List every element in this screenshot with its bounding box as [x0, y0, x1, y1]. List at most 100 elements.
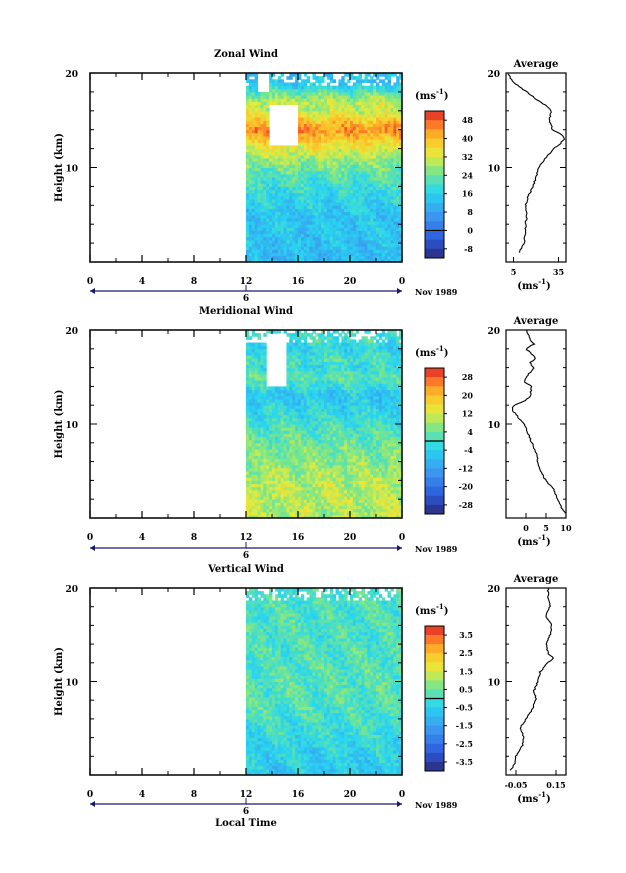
- heatmap-cell: [344, 514, 348, 519]
- heatmap-cell: [364, 208, 368, 213]
- heatmap-cell: [312, 176, 316, 181]
- heatmap-cell: [324, 252, 328, 257]
- heatmap-cell: [300, 107, 305, 112]
- heatmap-cell: [341, 199, 345, 203]
- heatmap-cell: [341, 227, 345, 231]
- heatmap-cell: [283, 486, 287, 491]
- heatmap-cell: [373, 252, 377, 257]
- heatmap-cell: [358, 98, 363, 102]
- heatmap-cell: [277, 151, 282, 156]
- heatmap-cell: [263, 477, 267, 481]
- heatmap-cell: [350, 113, 354, 118]
- heatmap-cell: [373, 104, 377, 109]
- heatmap-cell: [251, 255, 256, 260]
- heatmap-cell: [332, 214, 337, 219]
- heatmap-cell: [263, 455, 267, 459]
- heatmap-cell: [280, 211, 285, 216]
- heatmap-cell: [396, 195, 400, 200]
- heatmap-cell: [318, 129, 322, 134]
- heatmap-cell: [341, 117, 345, 121]
- heatmap-cell: [312, 195, 316, 200]
- heatmap-cell: [376, 208, 380, 213]
- heatmap-cell: [326, 471, 331, 475]
- heatmap-cell: [390, 243, 394, 247]
- heatmap-cell: [272, 189, 276, 194]
- heatmap-cell: [312, 252, 316, 257]
- heatmap-cell: [298, 236, 302, 241]
- heatmap-cell: [295, 76, 299, 80]
- heatmap-cell: [384, 76, 389, 80]
- heatmap-cell: [381, 424, 386, 428]
- heatmap-cell: [266, 458, 270, 463]
- heatmap-cell: [283, 414, 287, 419]
- heatmap-cell: [358, 73, 363, 77]
- heatmap-cell: [309, 195, 313, 200]
- heatmap-cell: [326, 233, 331, 238]
- heatmap-cell: [399, 148, 403, 153]
- heatmap-cell: [350, 467, 354, 472]
- heatmap-cell: [274, 88, 279, 93]
- heatmap-cell: [260, 173, 264, 178]
- heatmap-cell: [376, 442, 380, 447]
- heatmap-cell: [303, 246, 308, 250]
- heatmap-cell: [361, 145, 365, 150]
- heatmap-cell: [303, 195, 308, 200]
- heatmap-cell: [274, 85, 279, 90]
- heatmap-cell: [370, 255, 374, 260]
- heatmap-cell: [399, 505, 403, 510]
- heatmap-cell: [352, 76, 357, 80]
- heatmap-cell: [396, 189, 400, 194]
- heatmap-cell: [387, 442, 391, 447]
- heatmap-cell: [344, 471, 348, 475]
- heatmap-cell: [344, 95, 348, 99]
- heatmap-cell: [381, 227, 386, 231]
- heatmap-cell: [289, 511, 293, 516]
- heatmap-cell: [378, 436, 383, 441]
- heatmap-cell: [358, 95, 363, 99]
- heatmap-cell: [318, 101, 322, 105]
- heatmap-cell: [326, 449, 331, 453]
- heatmap-cell: [350, 424, 354, 428]
- heatmap-cell: [303, 113, 308, 118]
- heatmap-cell: [309, 508, 313, 513]
- heatmap-cell: [274, 189, 279, 194]
- heatmap-cell: [390, 211, 394, 216]
- heatmap-cell: [358, 136, 363, 140]
- heatmap-cell: [266, 113, 270, 118]
- heatmap-cell: [332, 136, 337, 140]
- heatmap-cell: [378, 424, 383, 428]
- heatmap-cell: [300, 205, 305, 209]
- heatmap-cell: [300, 227, 305, 231]
- heatmap-cell: [347, 186, 351, 191]
- heatmap-cell: [324, 255, 328, 260]
- heatmap-cell: [318, 104, 322, 109]
- heatmap-cell: [257, 499, 261, 503]
- heatmap-cell: [335, 227, 339, 231]
- heatmap-cell: [373, 195, 377, 200]
- heatmap-cell: [393, 154, 397, 159]
- heatmap-cell: [251, 427, 256, 431]
- heatmap-cell: [329, 499, 334, 503]
- heatmap-cell: [272, 243, 276, 247]
- heatmap-cell: [326, 230, 331, 235]
- heatmap-cell: [246, 208, 250, 213]
- heatmap-cell: [376, 424, 380, 428]
- heatmap-cell: [248, 411, 253, 416]
- heatmap-cell: [283, 258, 287, 263]
- heatmap-cell: [384, 192, 389, 197]
- heatmap-cell: [358, 202, 363, 206]
- heatmap-cell: [283, 439, 287, 444]
- heatmap-cell: [286, 442, 290, 447]
- heatmap-cell: [324, 195, 328, 200]
- heatmap-cell: [298, 136, 302, 140]
- heatmap-cell: [303, 104, 308, 109]
- heatmap-cell: [384, 214, 389, 219]
- heatmap-cell: [347, 467, 351, 472]
- heatmap-cell: [373, 217, 377, 222]
- heatmap-cell: [286, 76, 290, 80]
- heatmap-cell: [373, 98, 377, 102]
- heatmap-cell: [326, 110, 331, 115]
- heatmap-cell: [309, 104, 313, 109]
- heatmap-cell: [283, 167, 287, 172]
- heatmap-cell: [364, 142, 368, 146]
